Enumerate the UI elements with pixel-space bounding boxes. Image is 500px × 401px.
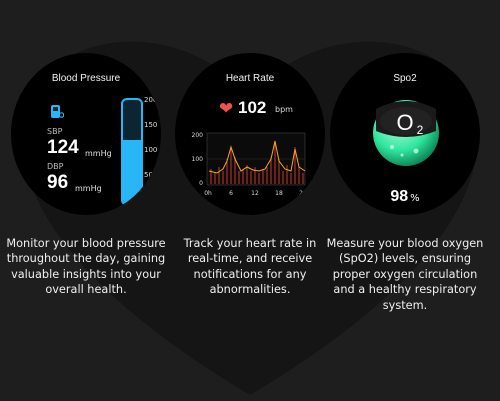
heart-rate-card[interactable]: Heart Rate ❤ 102 bpm 200 100 0 0h 6 12 1… [175,53,325,215]
hr-x-tick: 24 [299,190,307,197]
hr-bars [210,141,304,184]
heart-rate-title: Heart Rate [225,73,275,84]
hr-x-tick: 6 [229,190,233,197]
scale-tick: 150 [144,121,158,129]
oxygen-symbol: O [396,110,413,135]
scale-tick: 200 [144,96,158,104]
oxygen-bubble-icon: O 2 [373,100,439,166]
hr-y-tick: 100 [192,156,204,163]
hr-x-tick: 0h [204,190,212,197]
blood-pressure-description: Monitor your blood pressure throughout t… [6,237,166,297]
heart-rate-description: Track your heart rate in real-time, and … [183,237,317,297]
sbp-unit: mmHg [85,149,112,158]
scale-tick: 100 [144,146,158,154]
hr-y-tick: 200 [192,132,204,139]
device-icon [51,105,64,118]
dbp-unit: mmHg [75,184,102,193]
spo2-value: 98 [390,188,409,205]
spo2-title: Spo2 [393,73,417,84]
sbp-label: SBP [47,127,63,136]
scale-tick: 0 [144,196,149,204]
spo2-description: Measure your blood oxygen (SpO2) levels,… [326,237,484,312]
spo2-reading: 98% [330,186,480,206]
bp-level-fill [123,139,141,204]
sbp-value: 124 [47,137,79,158]
blood-pressure-card[interactable]: Blood Pressure SBP 124 mmHg DBP 96 mmHg … [11,53,161,215]
hr-x-tick: 18 [275,190,283,197]
heart-rate-value: 102 [238,98,267,117]
hr-x-tick: 12 [251,190,259,197]
hr-trend-line [208,140,306,174]
spo2-card[interactable]: Spo2 O 2 98% [330,53,480,215]
heart-icon: ❤ [219,99,234,119]
heart-rate-unit: bpm [275,105,293,114]
spo2-unit: % [410,193,420,204]
scale-tick: 50 [144,171,153,179]
dbp-label: DBP [47,162,64,171]
heart-rate-chart: 200 100 0 0h 6 12 18 24 [192,132,307,197]
hr-y-tick: 0 [199,180,203,187]
bp-level-gauge [121,98,143,206]
blood-pressure-title: Blood Pressure [51,73,121,84]
oxygen-subscript: 2 [417,123,424,137]
dbp-value: 96 [47,172,69,193]
